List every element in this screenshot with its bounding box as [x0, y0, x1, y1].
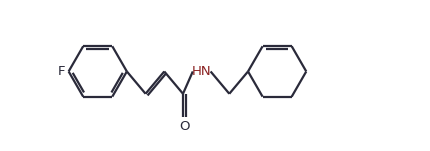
Text: F: F	[58, 65, 65, 78]
Text: HN: HN	[192, 65, 212, 78]
Text: O: O	[179, 120, 190, 133]
